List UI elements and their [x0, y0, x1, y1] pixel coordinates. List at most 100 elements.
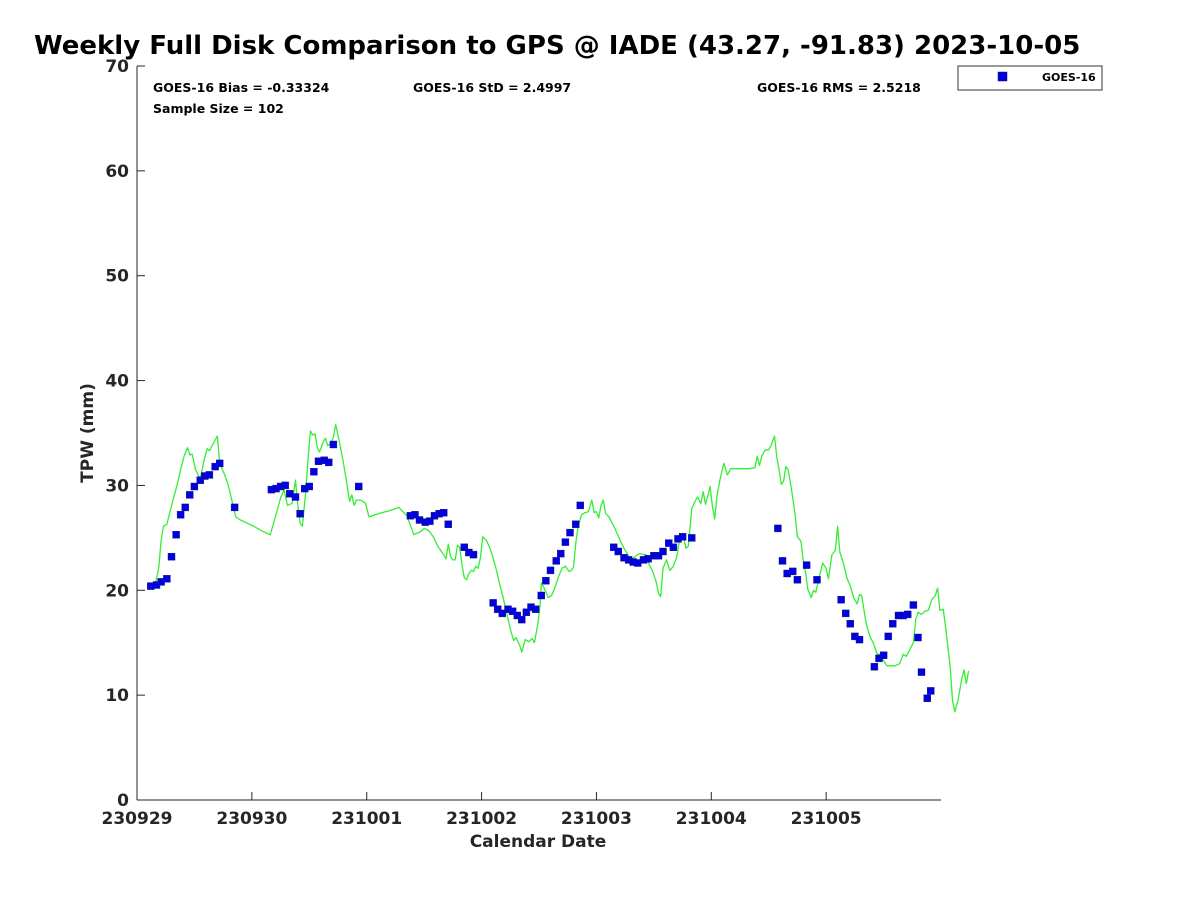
goes16-point — [181, 503, 189, 512]
goes16-point — [325, 458, 333, 467]
goes16-point — [669, 543, 678, 551]
goes16-point — [789, 567, 797, 576]
goes16-point — [659, 547, 667, 556]
goes16-point — [774, 524, 782, 533]
goes16-point — [498, 609, 506, 618]
goes16-point — [909, 601, 918, 609]
x-axis: 230929 230930 231001 231002 231003 231004 2310… — [102, 792, 941, 829]
goes16-point — [778, 557, 787, 565]
goes16-point — [494, 605, 502, 613]
goes16-point — [793, 576, 802, 584]
sample-size-stat: Sample Size = 102 — [153, 101, 284, 116]
goes16-point — [688, 534, 696, 542]
goes16-point — [537, 591, 545, 600]
x-tick-label: 231002 — [446, 809, 517, 829]
x-tick-label: 231001 — [331, 809, 402, 829]
gps-series-line — [147, 423, 970, 713]
goes16-point — [215, 459, 224, 468]
goes16-point — [917, 668, 926, 676]
x-tick-label: 230930 — [216, 809, 287, 829]
goes16-point — [196, 476, 204, 484]
goes16-point — [855, 635, 864, 644]
goes16-point — [329, 440, 338, 449]
goes16-point — [296, 510, 304, 518]
legend-marker — [997, 71, 1008, 82]
goes16-point — [802, 561, 811, 569]
goes16-point — [889, 620, 897, 628]
chart-title: Weekly Full Disk Comparison to GPS @ IAD… — [34, 31, 1080, 61]
goes16-point — [205, 471, 214, 479]
goes16-point — [230, 503, 239, 512]
goes16-point — [610, 543, 618, 551]
plot-area — [137, 66, 941, 800]
goes16-point — [576, 501, 584, 510]
goes16-point — [411, 511, 419, 519]
y-tick-label: 70 — [105, 57, 129, 77]
goes16-point — [190, 482, 199, 491]
goes16-point — [460, 543, 468, 551]
goes16-point — [522, 608, 531, 616]
goes16-point — [167, 553, 176, 561]
goes16-point — [914, 633, 922, 642]
std-stat: GOES-16 StD = 2.4997 — [413, 80, 571, 95]
goes16-point — [813, 576, 821, 584]
y-tick-label: 30 — [105, 476, 129, 496]
goes16-point — [546, 566, 555, 575]
y-axis: 0 10 20 30 40 50 60 70 — [105, 57, 145, 811]
goes16-point — [923, 694, 931, 702]
goes16-point — [489, 599, 497, 607]
goes16-point — [678, 533, 687, 541]
goes16-point — [561, 538, 570, 546]
gps-line — [147, 423, 970, 713]
goes16-point — [518, 615, 526, 624]
y-tick-label: 50 — [105, 267, 129, 287]
goes16-point — [572, 520, 580, 528]
goes16-point — [842, 609, 850, 618]
goes16-point — [614, 547, 622, 556]
y-tick-label: 20 — [105, 581, 129, 601]
rms-stat: GOES-16 RMS = 2.5218 — [757, 80, 921, 95]
goes16-point — [870, 663, 879, 671]
goes16-point — [654, 552, 663, 560]
y-tick-label: 60 — [105, 162, 129, 182]
goes16-point — [531, 605, 540, 613]
goes16-point — [513, 611, 521, 620]
goes16-point — [186, 491, 194, 499]
goes16-point — [557, 549, 565, 558]
legend-label: GOES-16 — [1042, 71, 1096, 84]
goes16-point — [310, 468, 318, 476]
goes16-point — [846, 620, 854, 628]
goes16-point — [172, 531, 180, 539]
x-tick-label: 230929 — [102, 809, 173, 829]
goes16-point — [927, 687, 935, 695]
goes16-point — [444, 520, 452, 528]
goes16-point — [176, 511, 185, 519]
goes16-point — [837, 596, 845, 604]
goes16-point — [469, 550, 478, 559]
goes16-point — [291, 493, 300, 501]
y-tick-label: 40 — [105, 372, 129, 392]
y-axis-label: TPW (mm) — [78, 383, 98, 483]
y-tick-label: 10 — [105, 686, 129, 706]
x-axis-label: Calendar Date — [470, 832, 607, 852]
goes16-point — [542, 577, 550, 585]
goes16-point — [305, 482, 313, 491]
goes16-point — [281, 481, 289, 490]
goes16-point — [879, 651, 888, 659]
goes16-point — [426, 517, 434, 525]
goes16-point — [566, 528, 574, 537]
x-tick-label: 231004 — [676, 809, 747, 829]
goes16-point — [665, 539, 673, 547]
legend-box — [957, 65, 1103, 91]
x-tick-label: 231005 — [791, 809, 862, 829]
bias-stat: GOES-16 Bias = -0.33324 — [153, 80, 330, 95]
goes16-point — [163, 575, 171, 583]
goes16-point — [440, 509, 448, 517]
y-tick-label: 0 — [117, 791, 129, 811]
goes16-point — [884, 632, 892, 641]
goes16-points — [147, 440, 935, 702]
goes16-point — [355, 482, 363, 491]
goes16-point — [552, 557, 560, 565]
goes16-point — [904, 610, 912, 619]
